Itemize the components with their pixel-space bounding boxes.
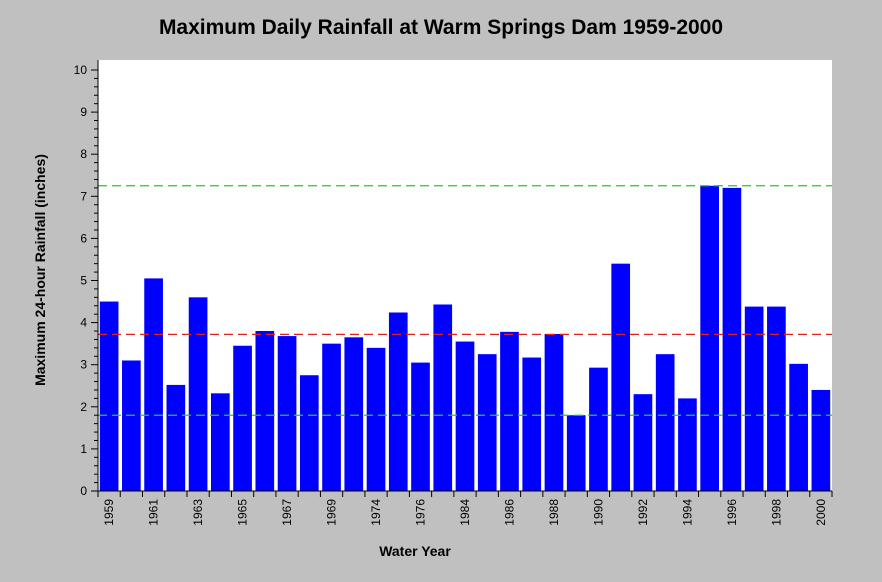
bar-1996 xyxy=(722,187,742,491)
x-tick-label-1976: 1976 xyxy=(414,499,428,526)
y-tick-label-2: 2 xyxy=(80,400,87,414)
bar-1965 xyxy=(233,345,252,491)
bar-1975 xyxy=(388,312,408,491)
bar-1968 xyxy=(299,375,319,491)
x-tick-label-1988: 1988 xyxy=(547,499,561,526)
bar-1990 xyxy=(589,367,608,491)
chart-title: Maximum Daily Rainfall at Warm Springs D… xyxy=(158,16,724,39)
x-tick-label-1961: 1961 xyxy=(147,499,161,526)
bar-1999 xyxy=(789,363,808,491)
bar-1997 xyxy=(744,306,764,491)
y-tick-label-5: 5 xyxy=(80,274,87,288)
y-tick-label-0: 0 xyxy=(80,484,87,498)
x-tick-label-1965: 1965 xyxy=(236,499,250,526)
y-tick-label-8: 8 xyxy=(80,147,87,161)
y-tick-label-9: 9 xyxy=(80,105,87,119)
bar-1964 xyxy=(210,393,230,491)
x-tick-label-2000: 2000 xyxy=(814,499,828,526)
x-tick-label-1998: 1998 xyxy=(769,499,783,526)
x-tick-label-1974: 1974 xyxy=(369,499,383,526)
bar-1966 xyxy=(255,331,275,491)
bar-1995 xyxy=(700,185,719,491)
y-tick-label-4: 4 xyxy=(80,316,87,330)
bar-1989 xyxy=(566,415,586,491)
bar-1986 xyxy=(500,331,519,491)
bar-1994 xyxy=(678,398,697,491)
x-axis-label: Water Year xyxy=(379,543,451,559)
y-tick-label-10: 10 xyxy=(74,63,88,77)
bar-1984 xyxy=(455,341,475,491)
bar-1991 xyxy=(611,263,631,491)
x-tick-label-1969: 1969 xyxy=(325,499,339,526)
bar-1988 xyxy=(544,333,564,491)
bar-1961 xyxy=(144,278,163,491)
x-tick-label-1994: 1994 xyxy=(680,499,694,526)
bar-1974 xyxy=(366,347,386,491)
bar-1960 xyxy=(122,360,141,491)
x-tick-label-1992: 1992 xyxy=(636,499,650,526)
bar-1962 xyxy=(166,384,186,491)
y-tick-label-1: 1 xyxy=(80,442,87,456)
bar-1967 xyxy=(277,336,297,491)
y-axis-label-text: Maximum 24-hour Rainfall (inches) xyxy=(32,154,48,386)
x-tick-label-1967: 1967 xyxy=(280,499,294,526)
y-tick-label-3: 3 xyxy=(80,358,87,372)
x-tick-label-1963: 1963 xyxy=(191,499,205,526)
y-tick-label-6: 6 xyxy=(80,231,87,245)
x-tick-label-1990: 1990 xyxy=(591,499,605,526)
bar-1970 xyxy=(344,337,364,491)
bar-1963 xyxy=(188,297,208,491)
bar-1977 xyxy=(433,304,453,491)
bar-1993 xyxy=(655,354,675,491)
x-tick-label-1984: 1984 xyxy=(458,499,472,526)
x-tick-label-1996: 1996 xyxy=(725,499,739,526)
x-tick-label-1986: 1986 xyxy=(502,499,516,526)
x-tick-label-1959: 1959 xyxy=(102,499,116,526)
bar-1969 xyxy=(322,343,341,491)
bar-1985 xyxy=(477,354,497,491)
bar-2000 xyxy=(811,389,831,491)
bar-1998 xyxy=(767,306,786,491)
bar-1987 xyxy=(522,357,542,491)
bar-1976 xyxy=(411,362,430,491)
y-tick-label-7: 7 xyxy=(80,189,87,203)
bar-1992 xyxy=(633,394,653,491)
bar-1959 xyxy=(99,301,119,491)
